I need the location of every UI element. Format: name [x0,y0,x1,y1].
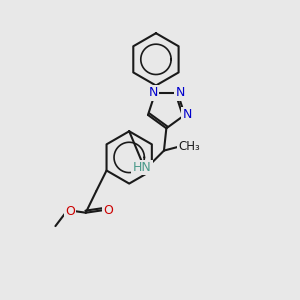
Text: N: N [182,109,192,122]
Text: N: N [176,86,185,99]
Text: O: O [103,204,113,217]
Text: N: N [149,86,158,99]
Text: HN: HN [133,161,151,174]
Text: O: O [65,205,75,218]
Text: CH₃: CH₃ [178,140,200,153]
